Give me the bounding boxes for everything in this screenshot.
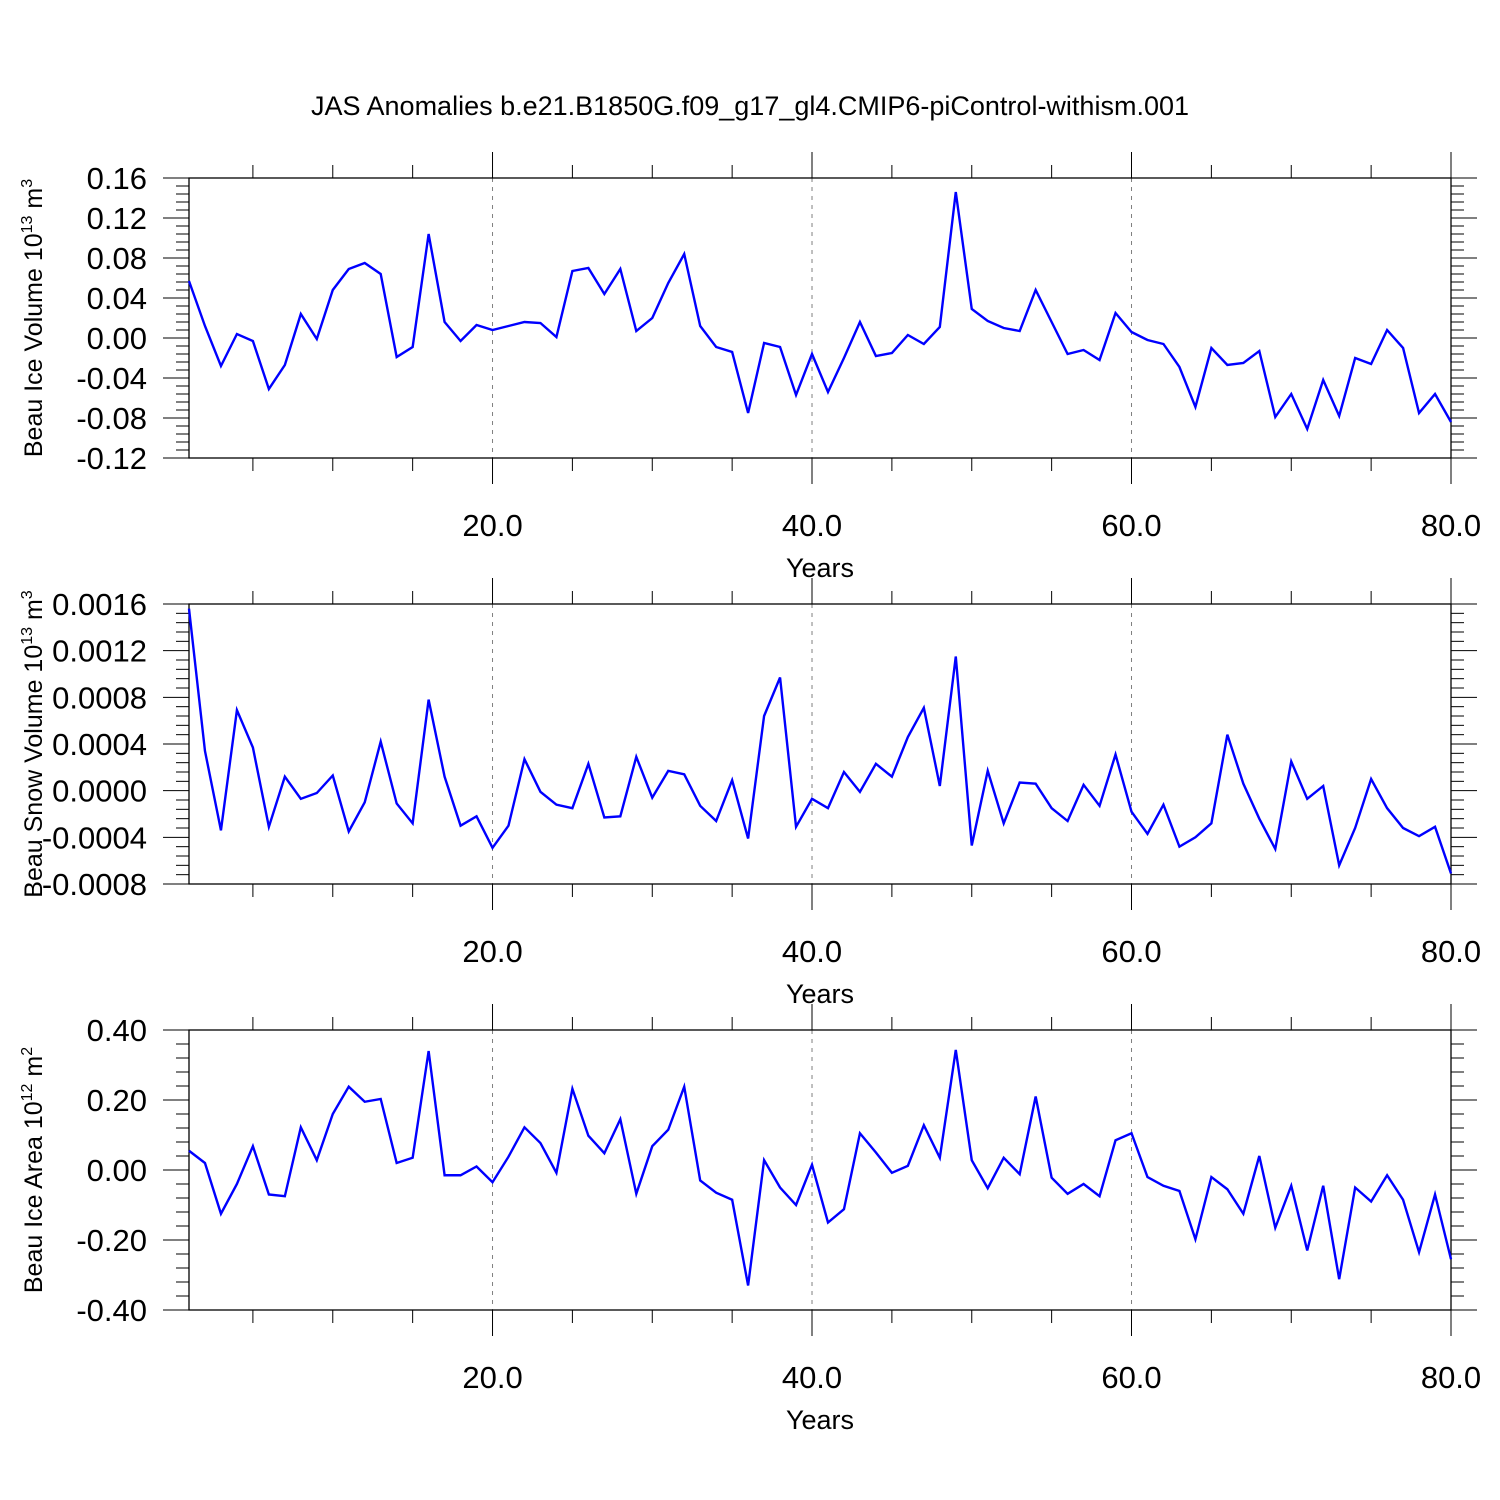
y-tick-label: -0.20	[76, 1223, 147, 1258]
x-tick-label: 20.0	[462, 508, 522, 543]
y-axis-label: Beau Ice Area 1012 m2	[19, 1047, 48, 1293]
series-line	[188, 1049, 1453, 1286]
y-tick-label: 0.20	[87, 1083, 147, 1118]
y-axis-label: Beau Ice Volume 1013 m3	[19, 179, 48, 457]
y-tick-label: 0.00	[87, 321, 147, 356]
x-tick-label: 60.0	[1101, 1360, 1161, 1395]
x-tick-label: 40.0	[782, 1360, 842, 1395]
plot-frame	[188, 177, 1452, 459]
x-tick-label: 40.0	[782, 934, 842, 969]
x-tick-label: 80.0	[1421, 934, 1481, 969]
y-tick-label: 0.0004	[52, 727, 147, 762]
plot-panel-3: -0.40 -0.20 0.00 0.20 0.40 20.0 40.0 60.0 80.0 Ye…	[19, 1004, 1481, 1435]
y-tick-label: 0.0016	[52, 587, 147, 622]
y-tick-label: 0.04	[87, 281, 147, 316]
x-tick-label: 80.0	[1421, 508, 1481, 543]
y-tick-label: -0.04	[76, 361, 147, 396]
plot-panel-2: -0.0008 -0.0004 0.0000 0.0004 0.0008 0.0012 0.…	[19, 578, 1481, 1009]
series-line	[187, 191, 1453, 433]
y-tick-label: -0.0004	[42, 820, 147, 855]
y-tick-label: 0.00	[87, 1153, 147, 1188]
series-line	[187, 608, 1453, 874]
x-tick-label: 20.0	[462, 1360, 522, 1395]
x-axis-label: Years	[786, 979, 854, 1009]
y-tick-label: 0.0012	[52, 634, 147, 669]
y-tick-label: 0.40	[87, 1013, 147, 1048]
chart-title: JAS Anomalies b.e21.B1850G.f09_g17_gl4.C…	[311, 91, 1189, 121]
x-axis-label: Years	[786, 1405, 854, 1435]
y-tick-label: -0.0008	[42, 867, 147, 902]
y-tick-label: -0.08	[76, 401, 147, 436]
x-tick-label: 40.0	[782, 508, 842, 543]
y-tick-label: 0.0000	[52, 774, 147, 809]
x-tick-label: 80.0	[1421, 1360, 1481, 1395]
y-tick-label: 0.12	[87, 201, 147, 236]
y-tick-label: 0.08	[87, 241, 147, 276]
x-tick-label: 20.0	[462, 934, 522, 969]
y-tick-label: 0.0008	[52, 680, 147, 715]
y-tick-label: -0.40	[76, 1293, 147, 1328]
y-tick-label: 0.16	[87, 161, 147, 196]
y-tick-label: -0.12	[76, 441, 147, 476]
x-tick-label: 60.0	[1101, 934, 1161, 969]
x-axis-label: Years	[786, 553, 854, 583]
plot-panel-1: -0.12 -0.08 -0.04 0.00 0.04 0.08 0.12 0.16 20.0 4…	[19, 152, 1481, 583]
plot-frame	[188, 603, 1452, 885]
y-axis-label: Beau Snow Volume 1013 m3	[19, 590, 48, 898]
x-tick-label: 60.0	[1101, 508, 1161, 543]
